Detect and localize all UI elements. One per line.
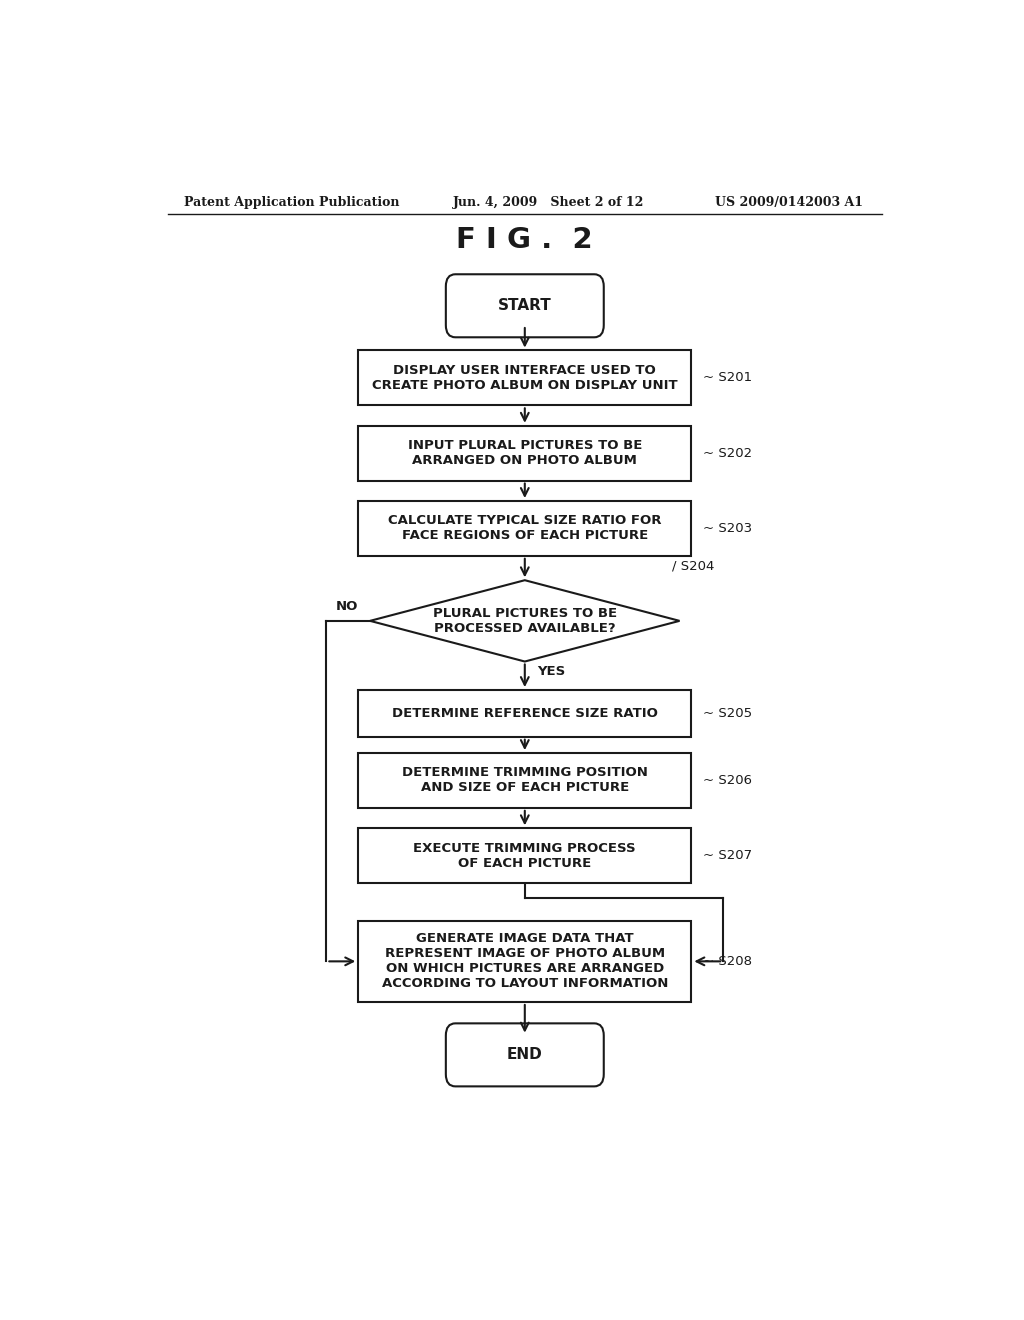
Bar — [358, 828, 691, 883]
Text: DETERMINE TRIMMING POSITION
AND SIZE OF EACH PICTURE: DETERMINE TRIMMING POSITION AND SIZE OF … — [401, 767, 648, 795]
Text: ~ S205: ~ S205 — [703, 706, 753, 719]
Text: US 2009/0142003 A1: US 2009/0142003 A1 — [715, 195, 863, 209]
Text: START: START — [498, 298, 552, 313]
Text: CALCULATE TYPICAL SIZE RATIO FOR
FACE REGIONS OF EACH PICTURE: CALCULATE TYPICAL SIZE RATIO FOR FACE RE… — [388, 515, 662, 543]
Bar — [358, 921, 691, 1002]
Bar — [358, 351, 691, 405]
Bar — [358, 690, 691, 737]
Text: ~ S201: ~ S201 — [703, 371, 753, 384]
Text: F I G .  2: F I G . 2 — [457, 226, 593, 253]
Text: ~ S207: ~ S207 — [703, 849, 753, 862]
Text: INPUT PLURAL PICTURES TO BE
ARRANGED ON PHOTO ALBUM: INPUT PLURAL PICTURES TO BE ARRANGED ON … — [408, 440, 642, 467]
Polygon shape — [370, 581, 680, 661]
Bar — [358, 426, 691, 480]
Text: ~ S206: ~ S206 — [703, 774, 753, 787]
Text: EXECUTE TRIMMING PROCESS
OF EACH PICTURE: EXECUTE TRIMMING PROCESS OF EACH PICTURE — [414, 842, 636, 870]
Bar — [358, 752, 691, 808]
Text: YES: YES — [537, 664, 565, 677]
Text: NO: NO — [336, 599, 358, 612]
Text: DISPLAY USER INTERFACE USED TO
CREATE PHOTO ALBUM ON DISPLAY UNIT: DISPLAY USER INTERFACE USED TO CREATE PH… — [372, 364, 678, 392]
Bar — [358, 500, 691, 556]
Text: PLURAL PICTURES TO BE
PROCESSED AVAILABLE?: PLURAL PICTURES TO BE PROCESSED AVAILABL… — [433, 607, 616, 635]
Text: Patent Application Publication: Patent Application Publication — [183, 195, 399, 209]
Text: / S204: / S204 — [672, 560, 714, 572]
Text: ~ S203: ~ S203 — [703, 521, 753, 535]
Text: ~ S202: ~ S202 — [703, 446, 753, 459]
Text: GENERATE IMAGE DATA THAT
REPRESENT IMAGE OF PHOTO ALBUM
ON WHICH PICTURES ARE AR: GENERATE IMAGE DATA THAT REPRESENT IMAGE… — [382, 932, 668, 990]
Text: DETERMINE REFERENCE SIZE RATIO: DETERMINE REFERENCE SIZE RATIO — [392, 706, 657, 719]
Text: ~ S208: ~ S208 — [703, 954, 753, 968]
Text: Jun. 4, 2009   Sheet 2 of 12: Jun. 4, 2009 Sheet 2 of 12 — [454, 195, 645, 209]
Text: END: END — [507, 1047, 543, 1063]
FancyBboxPatch shape — [445, 1023, 604, 1086]
FancyBboxPatch shape — [445, 275, 604, 338]
